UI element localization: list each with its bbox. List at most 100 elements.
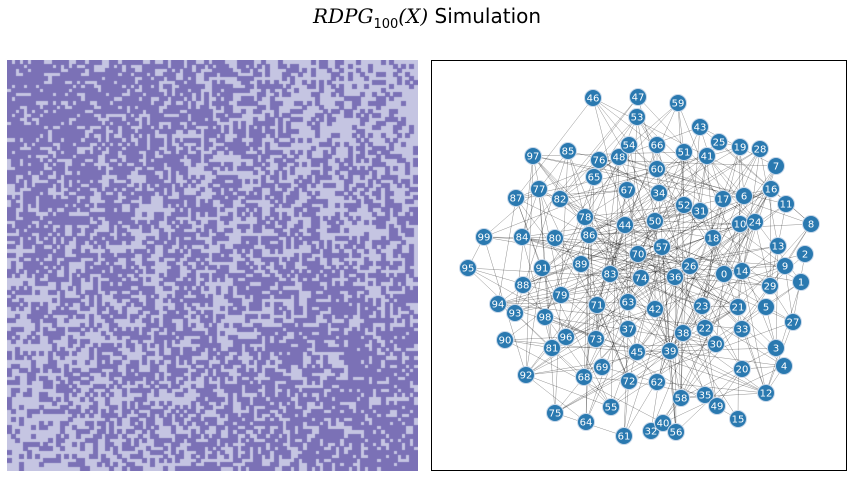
graph-node-label: 78 — [579, 213, 592, 224]
graph-node-circle — [646, 212, 664, 230]
graph-edge — [680, 221, 756, 399]
graph-node: 36 — [666, 268, 684, 286]
graph-node-circle — [514, 276, 532, 294]
graph-node-circle — [489, 295, 507, 313]
graph-node-circle — [650, 184, 668, 202]
graph-edge — [715, 273, 725, 345]
graph-edge — [669, 350, 767, 394]
graph-node-label: 65 — [588, 173, 601, 184]
graph-node-label: 94 — [492, 300, 505, 311]
graph-edge — [682, 332, 739, 420]
graph-node-label: 86 — [583, 231, 596, 242]
graph-node: 46 — [584, 89, 602, 107]
graph-edge — [467, 267, 562, 296]
graph-node-label: 19 — [734, 143, 747, 154]
graph-edge — [580, 263, 630, 382]
graph-edge — [525, 267, 543, 376]
graph-node-label: 64 — [580, 418, 593, 429]
graph-edge — [784, 265, 794, 323]
graph-node-label: 98 — [539, 313, 552, 324]
graph-edge — [521, 236, 676, 278]
graph-node-label: 61 — [618, 432, 631, 443]
graph-node: 73 — [587, 330, 605, 348]
graph-edge — [521, 236, 739, 308]
graph-node: 19 — [731, 138, 749, 156]
graph-node-circle — [593, 358, 611, 376]
graph-node-label: 34 — [653, 189, 666, 200]
graph-node-label: 17 — [717, 195, 730, 206]
graph-node-label: 60 — [651, 165, 664, 176]
graph-node: 21 — [729, 298, 747, 316]
graph-node: 91 — [533, 259, 551, 277]
graph-node-label: 33 — [736, 325, 749, 336]
graph-edge — [636, 116, 656, 222]
graph-edge — [525, 366, 603, 376]
graph-node-label: 45 — [631, 348, 644, 359]
graph-node: 80 — [546, 229, 564, 247]
graph-edge — [650, 305, 703, 432]
graph-edge — [682, 245, 779, 334]
graph-node-label: 58 — [675, 394, 688, 405]
graph-node-label: 90 — [499, 336, 512, 347]
graph-node: 1 — [792, 273, 810, 291]
graph-edge — [669, 155, 708, 352]
graph-node-label: 32 — [645, 427, 658, 438]
graph-edge — [706, 155, 714, 239]
graph-edge — [680, 332, 684, 399]
graph-node: 70 — [629, 245, 647, 263]
graph-node: 75 — [546, 404, 564, 422]
graph-node: 83 — [601, 265, 619, 283]
graph-node-circle — [746, 213, 764, 231]
graph-node-label: 57 — [656, 243, 669, 254]
graph-node: 78 — [576, 208, 594, 226]
graph-node: 6 — [735, 187, 753, 205]
graph-node: 56 — [667, 423, 685, 441]
graph-node-label: 29 — [764, 282, 777, 293]
graph-node-circle — [761, 277, 779, 295]
graph-node: 69 — [593, 358, 611, 376]
graph-node-circle — [762, 180, 780, 198]
graph-node-circle — [506, 304, 524, 322]
graph-node-circle — [733, 320, 751, 338]
graph-node: 71 — [588, 296, 606, 314]
graph-node-label: 48 — [613, 153, 626, 164]
graph-node: 41 — [698, 147, 716, 165]
graph-node-label: 62 — [651, 378, 664, 389]
graph-node-circle — [459, 259, 477, 277]
graph-node: 81 — [543, 339, 561, 357]
graph-node-circle — [653, 238, 671, 256]
graph-node: 51 — [675, 143, 693, 161]
graph-node-label: 28 — [754, 145, 767, 156]
graph-node: 79 — [552, 286, 570, 304]
graph-node: 34 — [650, 184, 668, 202]
graph-node-circle — [796, 245, 814, 263]
graph-node-label: 50 — [649, 217, 662, 228]
graph-node: 27 — [784, 313, 802, 331]
graph-edge — [669, 350, 785, 367]
graph-node: 85 — [559, 142, 577, 160]
graph-edge — [595, 253, 639, 340]
graph-edge — [538, 188, 630, 382]
graph-node-label: 15 — [732, 415, 745, 426]
graph-edge — [560, 294, 638, 353]
graph-edge — [559, 189, 628, 200]
graph-node-label: 53 — [631, 113, 644, 124]
graph-node: 22 — [696, 319, 714, 337]
title-subscript: 100 — [373, 17, 399, 32]
graph-node-label: 42 — [649, 305, 662, 316]
graph-node: 72 — [620, 372, 638, 390]
graph-node-label: 72 — [623, 377, 636, 388]
graph-node-circle — [714, 190, 732, 208]
graph-edge — [565, 273, 611, 338]
graph-edge — [654, 203, 787, 310]
graph-node-label: 36 — [669, 273, 682, 284]
graph-node: 55 — [602, 398, 620, 416]
graph-edge — [654, 220, 743, 330]
graph-node-label: 47 — [632, 93, 645, 104]
graph-edge — [483, 188, 540, 238]
graph-node: 8 — [802, 215, 820, 233]
graph-node: 99 — [475, 228, 493, 246]
graph-node-circle — [507, 189, 525, 207]
graph-edge — [701, 198, 724, 307]
graph-node: 89 — [572, 255, 590, 273]
